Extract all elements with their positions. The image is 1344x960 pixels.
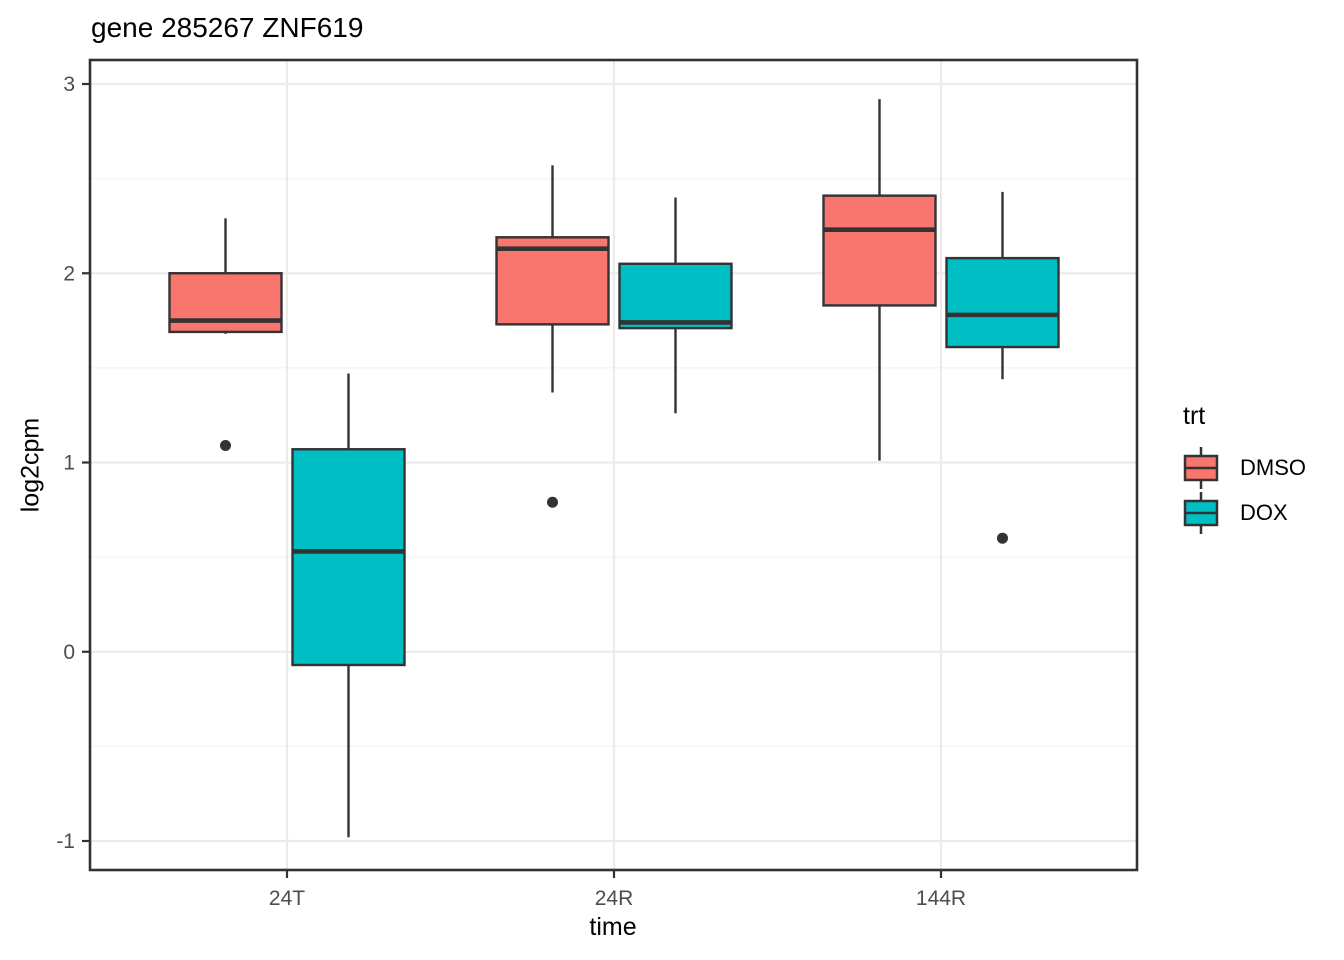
boxplot-key-icon <box>1183 492 1219 534</box>
box-24R-DOX <box>618 262 733 330</box>
outlier-point-24R-DMSO <box>547 496 558 508</box>
legend-label-dmso: DMSO <box>1240 455 1306 480</box>
outlier-point-24T-DMSO <box>220 439 231 451</box>
x-tick-label: 24T <box>269 887 305 910</box>
y-axis-title: log2cpm <box>16 417 45 513</box>
x-axis-title: time <box>589 913 637 941</box>
y-tick-label: 1 <box>63 452 75 475</box>
legend: trt DMSO DOX <box>1183 402 1306 536</box>
box-144R-DMSO <box>822 194 937 307</box>
legend-entry-dox: DOX <box>1183 491 1306 535</box>
x-tick-label: 144R <box>916 887 966 910</box>
box-24T-DMSO <box>168 272 283 334</box>
y-tick-label: 2 <box>63 262 75 285</box>
box-144R-DOX <box>945 256 1060 349</box>
panel-border <box>88 58 1139 872</box>
legend-entry-dmso: DMSO <box>1183 446 1306 490</box>
box-24T-DOX <box>291 448 406 667</box>
y-tick-label: 3 <box>63 73 75 96</box>
boxplot-key-icon <box>1183 447 1219 489</box>
y-tick-label: 0 <box>63 641 75 664</box>
x-tick-label: 24R <box>595 887 634 910</box>
box-24R-DMSO <box>495 236 610 326</box>
outlier-point-144R-DOX <box>997 532 1008 544</box>
y-tick-label: -1 <box>56 830 75 853</box>
legend-title: trt <box>1183 402 1206 430</box>
legend-label-dox: DOX <box>1240 500 1288 525</box>
chart-title: gene 285267 ZNF619 <box>91 12 364 43</box>
